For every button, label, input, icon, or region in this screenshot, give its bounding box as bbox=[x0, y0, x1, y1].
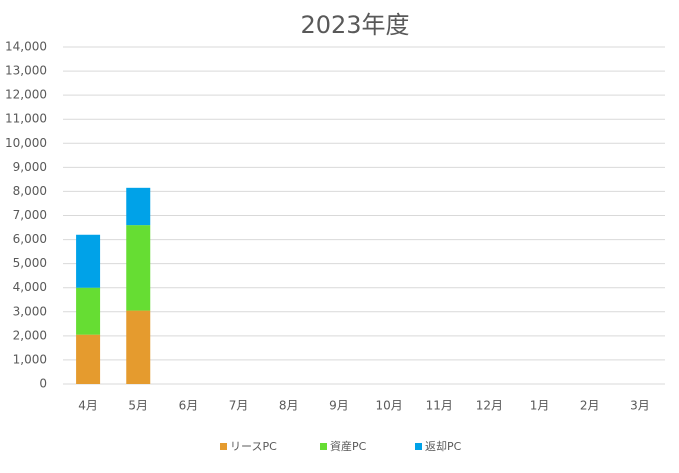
y-tick-label: 12,000 bbox=[5, 88, 47, 102]
x-tick-label: 3月 bbox=[630, 399, 650, 413]
x-tick-label: 1月 bbox=[530, 399, 550, 413]
y-tick-label: 0 bbox=[39, 377, 47, 391]
x-tick-label: 9月 bbox=[329, 399, 349, 413]
legend-label: リースPC bbox=[230, 440, 277, 453]
x-tick-label: 6月 bbox=[179, 399, 199, 413]
y-tick-label: 7,000 bbox=[13, 208, 47, 222]
y-tick-label: 2,000 bbox=[13, 328, 47, 342]
legend-swatch bbox=[415, 443, 422, 450]
y-tick-label: 8,000 bbox=[13, 184, 47, 198]
legend-label: 返却PC bbox=[425, 440, 462, 453]
y-tick-label: 11,000 bbox=[5, 112, 47, 126]
y-tick-label: 6,000 bbox=[13, 232, 47, 246]
x-tick-label: 7月 bbox=[229, 399, 249, 413]
x-tick-label: 10月 bbox=[375, 399, 402, 413]
bar-segment bbox=[126, 187, 151, 226]
y-tick-label: 13,000 bbox=[5, 64, 47, 78]
chart-title: 2023年度 bbox=[300, 11, 409, 39]
y-tick-label: 10,000 bbox=[5, 136, 47, 150]
y-tick-label: 14,000 bbox=[5, 40, 47, 54]
legend-label: 資産PC bbox=[330, 440, 367, 453]
x-tick-label: 2月 bbox=[580, 399, 600, 413]
bar-segment bbox=[126, 310, 151, 384]
x-tick-label: 5月 bbox=[128, 399, 148, 413]
bar-segment bbox=[126, 225, 151, 311]
bar-segment bbox=[76, 334, 101, 384]
y-tick-label: 9,000 bbox=[13, 160, 47, 174]
legend-swatch bbox=[320, 443, 327, 450]
legend-swatch bbox=[220, 443, 227, 450]
bar-segment bbox=[76, 287, 101, 335]
x-tick-label: 11月 bbox=[426, 399, 453, 413]
y-tick-label: 1,000 bbox=[13, 352, 47, 366]
bar-segment bbox=[76, 234, 101, 288]
x-tick-label: 12月 bbox=[476, 399, 503, 413]
y-tick-label: 5,000 bbox=[13, 256, 47, 270]
y-tick-label: 4,000 bbox=[13, 280, 47, 294]
x-tick-label: 8月 bbox=[279, 399, 299, 413]
y-tick-label: 3,000 bbox=[13, 304, 47, 318]
x-tick-label: 4月 bbox=[78, 399, 98, 413]
